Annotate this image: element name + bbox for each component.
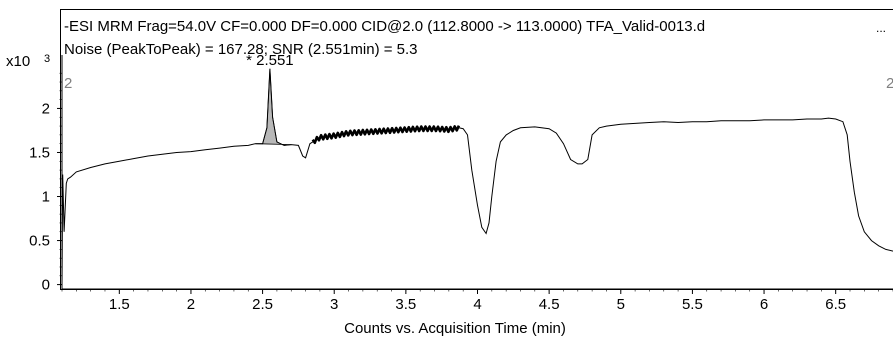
marker-right: 2 bbox=[886, 75, 893, 92]
peak-label: * 2.551 bbox=[246, 52, 294, 69]
x-tick-label: 2 bbox=[187, 296, 195, 313]
x-tick-label: 4.5 bbox=[539, 296, 560, 313]
x-tick-label: 4 bbox=[473, 296, 481, 313]
x-tick-label: 6 bbox=[760, 296, 768, 313]
noise-region-highlight bbox=[311, 125, 461, 145]
marker-left: 2 bbox=[64, 75, 72, 92]
x-tick-label: 3 bbox=[330, 296, 338, 313]
x-tick-label: 3.5 bbox=[395, 296, 416, 313]
x-axis-label: Counts vs. Acquisition Time (min) bbox=[344, 320, 566, 337]
x-tick-label: 5.5 bbox=[682, 296, 703, 313]
y-tick-label: 0.5 bbox=[29, 233, 50, 250]
series-line bbox=[61, 68, 893, 285]
x-tick-label: 5 bbox=[617, 296, 625, 313]
axis-layer: 1.5 2 2.5 3 3.5 4 4.5 5 5.5 6 6.5 0 0.5 1 1.5 2 bbox=[29, 55, 893, 313]
y-tick-label: 0 bbox=[42, 277, 50, 294]
chart-title-line2: Noise (PeakToPeak) = 167.28; SNR (2.551m… bbox=[64, 41, 418, 58]
x-tick-label: 1.5 bbox=[109, 296, 130, 313]
y-tick-label: 1 bbox=[42, 189, 50, 206]
peak-fill-layer bbox=[255, 68, 292, 146]
title-ellipsis: ... bbox=[876, 21, 886, 35]
y-multiplier-label: x10 bbox=[6, 53, 30, 70]
chart-title-line1: -ESI MRM Frag=54.0V CF=0.000 DF=0.000 CI… bbox=[64, 18, 705, 35]
y-multiplier-exponent: 3 bbox=[44, 53, 50, 65]
x-tick-label: 6.5 bbox=[825, 296, 846, 313]
x-tick-label: 2.5 bbox=[252, 296, 273, 313]
y-tick-label: 2 bbox=[42, 100, 50, 117]
y-tick-label: 1.5 bbox=[29, 144, 50, 161]
series-layer bbox=[61, 68, 893, 285]
peak-integration-fill bbox=[255, 68, 292, 146]
